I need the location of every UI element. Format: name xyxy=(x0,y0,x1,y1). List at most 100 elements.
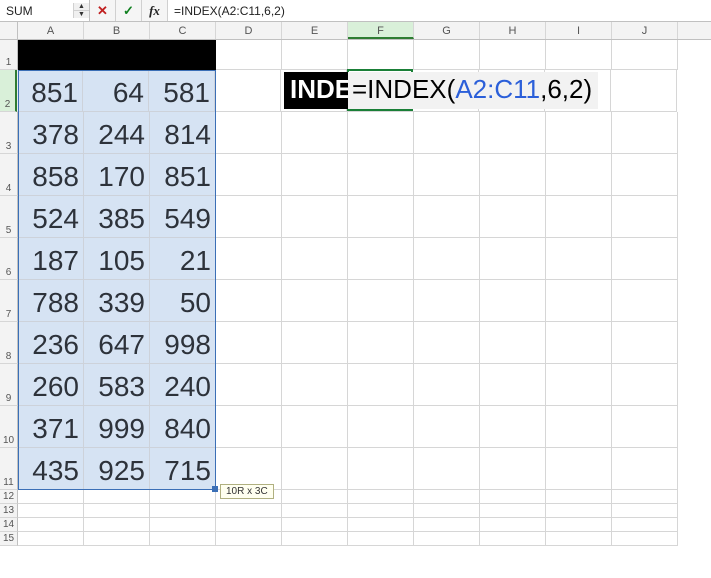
cell-C13[interactable] xyxy=(150,504,216,518)
cell-J12[interactable] xyxy=(612,490,678,504)
cell-E3[interactable] xyxy=(282,112,348,154)
cell-H8[interactable] xyxy=(480,322,546,364)
cell-C3[interactable]: 814 xyxy=(150,112,216,154)
row-header-5[interactable]: 5 xyxy=(0,196,18,238)
cell-D6[interactable] xyxy=(216,238,282,280)
cell-H10[interactable] xyxy=(480,406,546,448)
cell-F13[interactable] xyxy=(348,504,414,518)
cell-J15[interactable] xyxy=(612,532,678,546)
col-header-C[interactable]: C xyxy=(150,22,216,39)
cell-B4[interactable]: 170 xyxy=(84,154,150,196)
cell-H12[interactable] xyxy=(480,490,546,504)
cell-D9[interactable] xyxy=(216,364,282,406)
row-header-11[interactable]: 11 xyxy=(0,448,18,490)
cell-A14[interactable] xyxy=(18,518,84,532)
cell-G13[interactable] xyxy=(414,504,480,518)
cell-H15[interactable] xyxy=(480,532,546,546)
fx-icon[interactable]: fx xyxy=(142,0,168,21)
cell-J10[interactable] xyxy=(612,406,678,448)
select-all-corner[interactable] xyxy=(0,22,18,39)
col-header-I[interactable]: I xyxy=(546,22,612,39)
cell-E14[interactable] xyxy=(282,518,348,532)
cell-H6[interactable] xyxy=(480,238,546,280)
name-box-stepper[interactable]: ▲ ▼ xyxy=(73,3,89,18)
cell-A10[interactable]: 371 xyxy=(18,406,84,448)
cell-I10[interactable] xyxy=(546,406,612,448)
cell-F3[interactable] xyxy=(348,112,414,154)
cell-E4[interactable] xyxy=(282,154,348,196)
cell-I15[interactable] xyxy=(546,532,612,546)
chevron-down-icon[interactable]: ▼ xyxy=(74,11,89,18)
col-header-E[interactable]: E xyxy=(282,22,348,39)
cell-I1[interactable] xyxy=(546,40,612,70)
cell-D2[interactable] xyxy=(215,70,281,112)
enter-button[interactable]: ✓ xyxy=(116,0,142,21)
cell-F12[interactable] xyxy=(348,490,414,504)
cell-E11[interactable] xyxy=(282,448,348,490)
cell-G10[interactable] xyxy=(414,406,480,448)
row-header-10[interactable]: 10 xyxy=(0,406,18,448)
cell-E1[interactable] xyxy=(282,40,348,70)
row-header-3[interactable]: 3 xyxy=(0,112,18,154)
cell-C4[interactable]: 851 xyxy=(150,154,216,196)
cell-A7[interactable]: 788 xyxy=(18,280,84,322)
cell-A6[interactable]: 187 xyxy=(18,238,84,280)
col-header-A[interactable]: A xyxy=(18,22,84,39)
cell-C7[interactable]: 50 xyxy=(150,280,216,322)
cell-D4[interactable] xyxy=(216,154,282,196)
cell-I11[interactable] xyxy=(546,448,612,490)
cell-B6[interactable]: 105 xyxy=(84,238,150,280)
row-header-15[interactable]: 15 xyxy=(0,532,18,546)
cell-F4[interactable] xyxy=(348,154,414,196)
cell-I14[interactable] xyxy=(546,518,612,532)
cell-F11[interactable] xyxy=(348,448,414,490)
cell-I8[interactable] xyxy=(546,322,612,364)
col-header-G[interactable]: G xyxy=(414,22,480,39)
cell-C2[interactable]: 581 xyxy=(149,70,215,112)
col-header-D[interactable]: D xyxy=(216,22,282,39)
row-header-4[interactable]: 4 xyxy=(0,154,18,196)
cell-G8[interactable] xyxy=(414,322,480,364)
cell-J11[interactable] xyxy=(612,448,678,490)
cell-D10[interactable] xyxy=(216,406,282,448)
col-header-J[interactable]: J xyxy=(612,22,678,39)
row-header-13[interactable]: 13 xyxy=(0,504,18,518)
row-header-7[interactable]: 7 xyxy=(0,280,18,322)
cell-A15[interactable] xyxy=(18,532,84,546)
cell-F8[interactable] xyxy=(348,322,414,364)
cell-D15[interactable] xyxy=(216,532,282,546)
cell-J5[interactable] xyxy=(612,196,678,238)
cell-D3[interactable] xyxy=(216,112,282,154)
cell-G7[interactable] xyxy=(414,280,480,322)
cell-I12[interactable] xyxy=(546,490,612,504)
cell-B2[interactable]: 64 xyxy=(83,70,149,112)
row-header-2[interactable]: 2 xyxy=(0,70,17,112)
cell-D1[interactable] xyxy=(216,40,282,70)
cell-C11[interactable]: 715 xyxy=(150,448,216,490)
cell-J8[interactable] xyxy=(612,322,678,364)
cell-E8[interactable] xyxy=(282,322,348,364)
cell-A9[interactable]: 260 xyxy=(18,364,84,406)
cell-D13[interactable] xyxy=(216,504,282,518)
cell-E10[interactable] xyxy=(282,406,348,448)
row-header-6[interactable]: 6 xyxy=(0,238,18,280)
cell-C10[interactable]: 840 xyxy=(150,406,216,448)
cell-A4[interactable]: 858 xyxy=(18,154,84,196)
cell-E7[interactable] xyxy=(282,280,348,322)
cell-D7[interactable] xyxy=(216,280,282,322)
cell-B8[interactable]: 647 xyxy=(84,322,150,364)
cell-A2[interactable]: 851 xyxy=(17,70,83,112)
cell-I5[interactable] xyxy=(546,196,612,238)
cell-I13[interactable] xyxy=(546,504,612,518)
cell-H3[interactable] xyxy=(480,112,546,154)
cell-H11[interactable] xyxy=(480,448,546,490)
row-header-9[interactable]: 9 xyxy=(0,364,18,406)
cell-I3[interactable] xyxy=(546,112,612,154)
cell-H7[interactable] xyxy=(480,280,546,322)
cell-C5[interactable]: 549 xyxy=(150,196,216,238)
cell-A5[interactable]: 524 xyxy=(18,196,84,238)
cell-C8[interactable]: 998 xyxy=(150,322,216,364)
formula-input[interactable]: =INDEX(A2:C11,6,2) xyxy=(168,0,711,21)
cell-E13[interactable] xyxy=(282,504,348,518)
cell-A12[interactable] xyxy=(18,490,84,504)
